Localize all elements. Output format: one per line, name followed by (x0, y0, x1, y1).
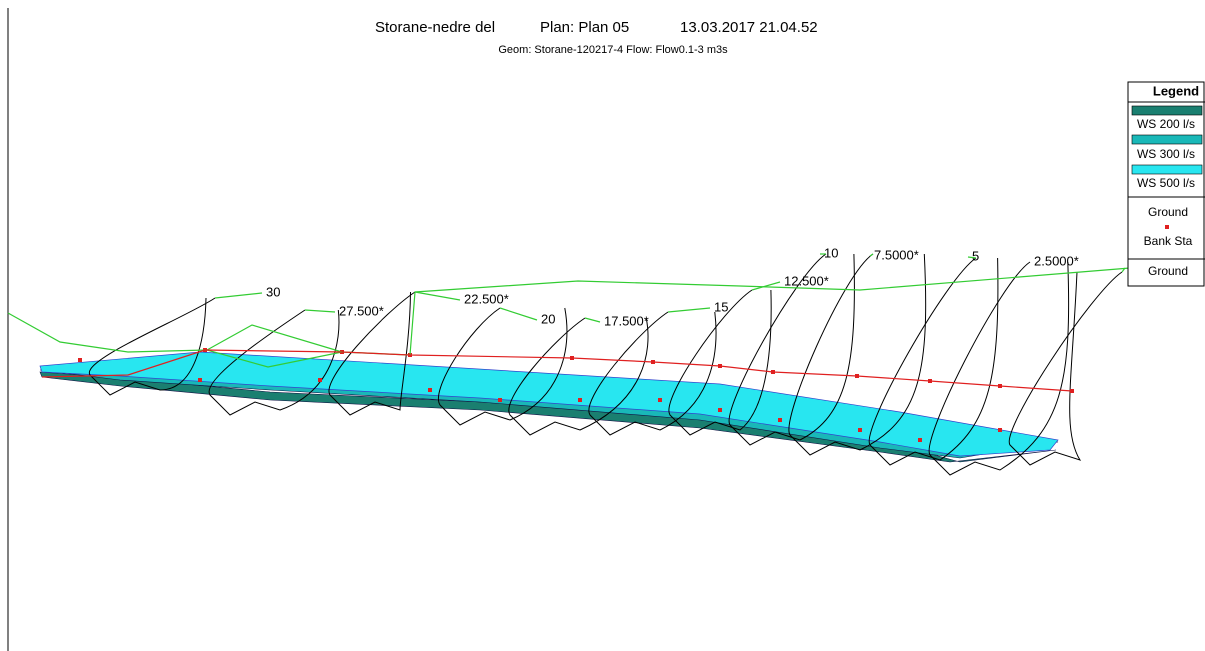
bank-sta (658, 398, 662, 402)
bank-sta (498, 398, 502, 402)
legend-entry: WS 200 l/s (1137, 117, 1195, 131)
title-name: Storane-nedre del (375, 19, 495, 36)
water-surfaces (40, 352, 1058, 462)
station-labels: 30 27.500* 22.500* 20 17.500* 15 12.500* 10 7.50… (266, 245, 1136, 328)
bank-sta (858, 428, 862, 432)
bank-sta (918, 438, 922, 442)
station-label: 2.5000* (1034, 253, 1079, 268)
legend: Legend WS 200 l/s WS 300 l/s WS 500 l/s … (1128, 82, 1205, 286)
station-label: 20 (541, 311, 555, 326)
station-label: 17.500* (604, 313, 649, 328)
station-label: 5 (972, 248, 979, 263)
bank-sta (998, 428, 1002, 432)
section-lead (870, 254, 873, 256)
bank-sta (428, 388, 432, 392)
legend-entry: WS 300 l/s (1137, 147, 1195, 161)
section-lead (585, 318, 600, 322)
station-label: 15 (714, 299, 728, 314)
legend-entry: WS 500 l/s (1137, 176, 1195, 190)
subtitle: Geom: Storane-120217-4 Flow: Flow0.1-3 m… (498, 44, 728, 56)
station-label: 27.500* (339, 303, 384, 318)
section-lead (415, 292, 460, 300)
section-lead (668, 308, 710, 312)
title-plan: Plan: Plan 05 (540, 19, 629, 36)
bank-sta (718, 408, 722, 412)
legend-entry: Ground (1148, 264, 1188, 278)
section-lead (215, 293, 262, 298)
station-label: 12.500* (784, 273, 829, 288)
legend-entry: Ground (1148, 205, 1188, 219)
bank-sta (318, 378, 322, 382)
plot: Storane-nedre del Plan: Plan 05 13.03.20… (0, 0, 1205, 651)
bank-line (207, 325, 342, 352)
bank-sta (198, 378, 202, 382)
station-label: 10 (824, 245, 838, 260)
bank-sta (78, 358, 82, 362)
title-date: 13.03.2017 21.04.52 (680, 19, 818, 36)
legend-entry: Bank Sta (1144, 234, 1193, 248)
section-lead (305, 310, 335, 312)
section-lead (500, 308, 537, 320)
station-label: 30 (266, 284, 280, 299)
bank-sta (778, 418, 782, 422)
legend-title: Legend (1153, 83, 1199, 98)
station-label: 22.500* (464, 291, 509, 306)
bank-sta (578, 398, 582, 402)
station-label: 7.5000* (874, 247, 919, 262)
